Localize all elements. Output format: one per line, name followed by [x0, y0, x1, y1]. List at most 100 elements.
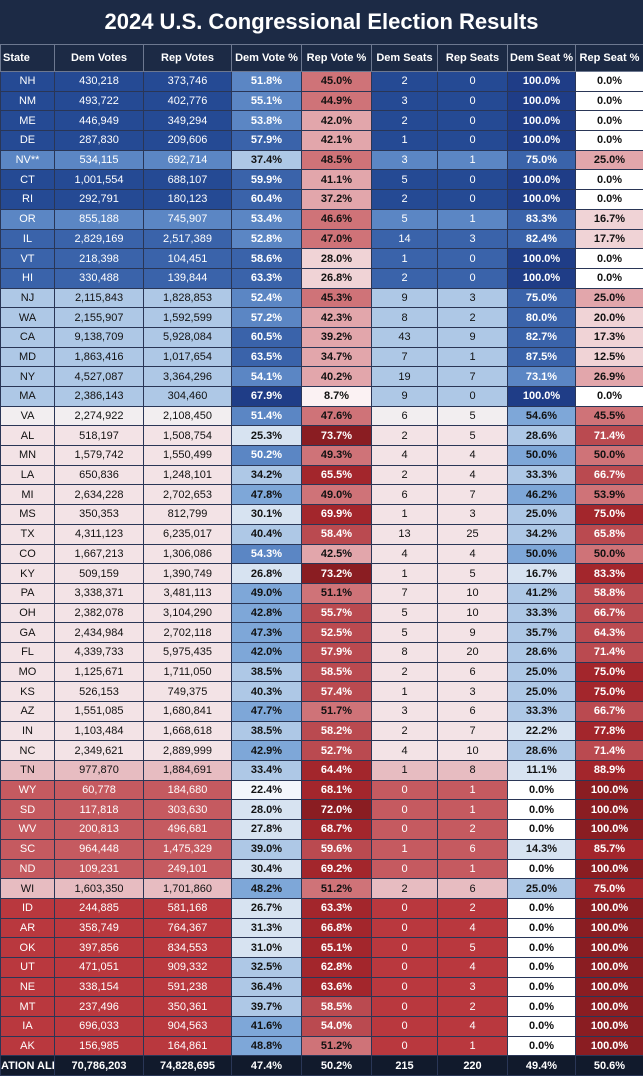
cell-rep-votes: 373,746	[143, 71, 232, 92]
cell-dem-seat-pct: 100.0%	[507, 386, 576, 407]
cell-rep-seats: 6	[437, 661, 508, 683]
col-header-rep-votes[interactable]: Rep Votes	[143, 44, 232, 72]
table-row: WA 2,155,907 1,592,599 57.2% 42.3% 8 2 80.0% 20.…	[0, 307, 643, 328]
cell-dem-vote-pct: 59.9%	[231, 169, 302, 191]
cell-dem-seats: 3	[371, 701, 438, 722]
cell-state: MN	[0, 445, 55, 466]
cell-dem-seat-pct: 100.0%	[507, 267, 576, 289]
cell-dem-votes: 4,311,123	[54, 523, 144, 545]
col-header-rep-seats[interactable]: Rep Seats	[437, 44, 508, 72]
cell-rep-seat-pct: 17.3%	[575, 326, 643, 348]
total-dem-seat-pct: 49.4%	[507, 1055, 576, 1077]
cell-rep-votes: 5,975,435	[143, 641, 232, 663]
cell-rep-seat-pct: 0.0%	[575, 130, 643, 151]
cell-rep-votes: 909,332	[143, 956, 232, 978]
cell-rep-votes: 749,375	[143, 681, 232, 702]
cell-state: MD	[0, 346, 55, 368]
cell-rep-votes: 139,844	[143, 267, 232, 289]
cell-rep-votes: 834,553	[143, 937, 232, 958]
cell-rep-seat-pct: 100.0%	[575, 858, 643, 880]
col-header-state[interactable]: State	[0, 44, 55, 72]
col-header-dem-vote-pct[interactable]: Dem Vote %	[231, 44, 302, 72]
cell-state: VA	[0, 405, 55, 427]
cell-dem-votes: 200,813	[54, 819, 144, 840]
cell-state: WV	[0, 819, 55, 840]
cell-dem-seats: 19	[371, 366, 438, 387]
cell-rep-seat-pct: 64.3%	[575, 622, 643, 643]
cell-rep-vote-pct: 63.3%	[301, 897, 372, 919]
cell-rep-votes: 6,235,017	[143, 523, 232, 545]
cell-rep-seat-pct: 12.5%	[575, 346, 643, 368]
table-row: IN 1,103,484 1,668,618 38.5% 58.2% 2 7 22.2% 77.…	[0, 720, 643, 742]
cell-dem-seats: 0	[371, 858, 438, 880]
header-row: State Dem Votes Rep Votes Dem Vote % Rep…	[0, 44, 643, 72]
cell-rep-seat-pct: 66.7%	[575, 602, 643, 624]
cell-rep-seat-pct: 75.0%	[575, 661, 643, 683]
cell-rep-seat-pct: 17.7%	[575, 228, 643, 250]
cell-rep-votes: 904,563	[143, 1016, 232, 1037]
cell-rep-seat-pct: 100.0%	[575, 976, 643, 998]
cell-state: SD	[0, 799, 55, 821]
col-header-dem-votes[interactable]: Dem Votes	[54, 44, 144, 72]
cell-rep-vote-pct: 69.9%	[301, 504, 372, 525]
cell-dem-votes: 287,830	[54, 130, 144, 151]
cell-dem-seat-pct: 33.3%	[507, 464, 576, 486]
cell-dem-seats: 2	[371, 878, 438, 899]
cell-rep-vote-pct: 58.5%	[301, 996, 372, 1017]
cell-dem-seats: 2	[371, 661, 438, 683]
cell-dem-votes: 2,349,621	[54, 740, 144, 762]
cell-state: NE	[0, 976, 55, 998]
col-header-rep-vote-pct[interactable]: Rep Vote %	[301, 44, 372, 72]
cell-dem-vote-pct: 42.9%	[231, 740, 302, 762]
cell-dem-seats: 9	[371, 386, 438, 407]
cell-rep-seat-pct: 88.9%	[575, 760, 643, 781]
cell-rep-votes: 1,711,050	[143, 661, 232, 683]
cell-rep-vote-pct: 68.1%	[301, 779, 372, 801]
col-header-dem-seat-pct[interactable]: Dem Seat %	[507, 44, 576, 72]
cell-dem-vote-pct: 40.4%	[231, 523, 302, 545]
table-row: FL 4,339,733 5,975,435 42.0% 57.9% 8 20 28.6% 71…	[0, 641, 643, 663]
col-header-dem-seats[interactable]: Dem Seats	[371, 44, 438, 72]
cell-dem-seats: 6	[371, 484, 438, 506]
table-row: IL 2,829,169 2,517,389 52.8% 47.0% 14 3 82.4% 17…	[0, 228, 643, 250]
cell-rep-vote-pct: 26.8%	[301, 267, 372, 289]
cell-dem-votes: 696,033	[54, 1016, 144, 1037]
table-row: MN 1,579,742 1,550,499 50.2% 49.3% 4 4 50.0% 50.…	[0, 445, 643, 466]
cell-rep-seats: 8	[437, 760, 508, 781]
cell-dem-seat-pct: 33.3%	[507, 701, 576, 722]
cell-rep-vote-pct: 49.3%	[301, 445, 372, 466]
cell-dem-seat-pct: 100.0%	[507, 189, 576, 210]
cell-state: NH	[0, 71, 55, 92]
cell-rep-votes: 745,907	[143, 208, 232, 230]
cell-rep-votes: 2,108,450	[143, 405, 232, 427]
cell-rep-vote-pct: 46.6%	[301, 208, 372, 230]
cell-dem-seat-pct: 82.7%	[507, 326, 576, 348]
cell-rep-vote-pct: 51.1%	[301, 582, 372, 604]
cell-rep-vote-pct: 49.0%	[301, 484, 372, 506]
col-header-rep-seat-pct[interactable]: Rep Seat %	[575, 44, 643, 72]
cell-rep-vote-pct: 57.9%	[301, 641, 372, 663]
cell-state: ID	[0, 897, 55, 919]
cell-dem-seat-pct: 0.0%	[507, 956, 576, 978]
cell-dem-votes: 2,274,922	[54, 405, 144, 427]
cell-dem-vote-pct: 34.2%	[231, 464, 302, 486]
cell-dem-vote-pct: 31.0%	[231, 937, 302, 958]
cell-state: WI	[0, 878, 55, 899]
cell-rep-votes: 5,928,084	[143, 326, 232, 348]
cell-dem-seat-pct: 35.7%	[507, 622, 576, 643]
cell-dem-seats: 14	[371, 228, 438, 250]
cell-dem-seat-pct: 14.3%	[507, 838, 576, 860]
cell-dem-seats: 0	[371, 779, 438, 801]
cell-dem-seat-pct: 0.0%	[507, 917, 576, 939]
cell-state: UT	[0, 956, 55, 978]
cell-dem-seats: 5	[371, 169, 438, 191]
cell-rep-vote-pct: 28.0%	[301, 248, 372, 269]
cell-dem-votes: 471,051	[54, 956, 144, 978]
cell-state: TX	[0, 523, 55, 545]
cell-dem-seats: 2	[371, 110, 438, 132]
cell-rep-vote-pct: 69.2%	[301, 858, 372, 880]
cell-rep-vote-pct: 66.8%	[301, 917, 372, 939]
cell-rep-seat-pct: 100.0%	[575, 917, 643, 939]
cell-rep-seats: 4	[437, 464, 508, 486]
cell-rep-seats: 0	[437, 189, 508, 210]
